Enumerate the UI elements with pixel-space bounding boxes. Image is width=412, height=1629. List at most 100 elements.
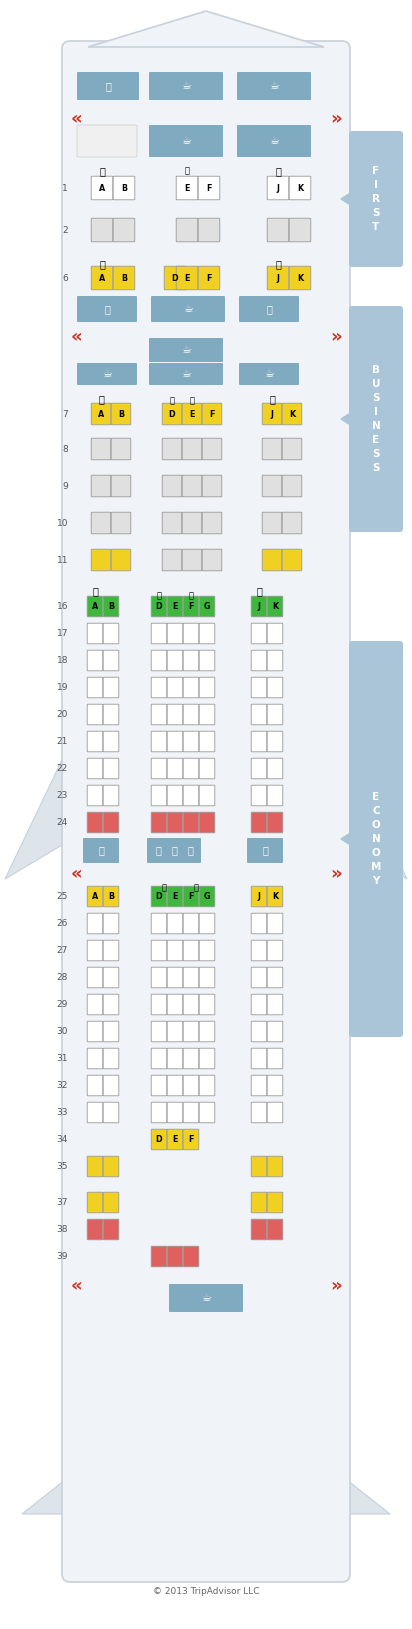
Polygon shape <box>22 1464 85 1513</box>
FancyBboxPatch shape <box>267 1021 283 1043</box>
FancyBboxPatch shape <box>103 1021 119 1043</box>
FancyBboxPatch shape <box>151 596 167 617</box>
FancyBboxPatch shape <box>167 1103 183 1122</box>
FancyBboxPatch shape <box>267 678 283 697</box>
FancyBboxPatch shape <box>91 476 111 497</box>
FancyBboxPatch shape <box>199 1103 215 1122</box>
FancyBboxPatch shape <box>113 176 135 200</box>
Text: F: F <box>188 1135 194 1144</box>
FancyBboxPatch shape <box>103 678 119 697</box>
Text: 🌙: 🌙 <box>99 259 105 269</box>
Text: J: J <box>276 184 279 192</box>
Text: J: J <box>276 274 279 282</box>
Text: «: « <box>70 111 82 129</box>
Text: ☕: ☕ <box>181 345 191 355</box>
FancyBboxPatch shape <box>167 940 183 961</box>
FancyBboxPatch shape <box>151 940 167 961</box>
FancyBboxPatch shape <box>183 704 199 725</box>
FancyBboxPatch shape <box>267 624 283 643</box>
Text: K: K <box>297 184 303 192</box>
Text: 20: 20 <box>56 710 68 718</box>
FancyBboxPatch shape <box>103 1047 119 1069</box>
Text: K: K <box>272 603 278 611</box>
FancyBboxPatch shape <box>289 266 311 290</box>
FancyBboxPatch shape <box>182 549 202 570</box>
FancyBboxPatch shape <box>179 837 201 863</box>
Text: 🌙: 🌙 <box>269 394 275 404</box>
FancyBboxPatch shape <box>202 549 222 570</box>
FancyBboxPatch shape <box>251 1192 267 1214</box>
FancyBboxPatch shape <box>251 813 267 832</box>
FancyBboxPatch shape <box>111 549 131 570</box>
Text: 11: 11 <box>56 555 68 565</box>
Text: 30: 30 <box>56 1026 68 1036</box>
FancyBboxPatch shape <box>103 1103 119 1122</box>
FancyBboxPatch shape <box>183 940 199 961</box>
FancyBboxPatch shape <box>202 438 222 459</box>
FancyBboxPatch shape <box>267 176 289 200</box>
FancyBboxPatch shape <box>103 1075 119 1096</box>
FancyBboxPatch shape <box>183 813 199 832</box>
FancyBboxPatch shape <box>151 1246 167 1267</box>
Text: E: E <box>184 184 190 192</box>
FancyBboxPatch shape <box>199 650 215 671</box>
Text: J: J <box>258 603 260 611</box>
Text: A: A <box>92 603 98 611</box>
FancyBboxPatch shape <box>113 266 135 290</box>
FancyBboxPatch shape <box>83 837 119 863</box>
Text: «: « <box>70 1277 82 1295</box>
Text: 33: 33 <box>56 1108 68 1117</box>
FancyBboxPatch shape <box>149 125 223 156</box>
FancyBboxPatch shape <box>267 1103 283 1122</box>
Text: F: F <box>206 184 212 192</box>
Text: 🌙: 🌙 <box>194 883 199 893</box>
Text: E: E <box>172 893 178 901</box>
FancyBboxPatch shape <box>169 1284 243 1311</box>
Text: B: B <box>108 893 114 901</box>
FancyBboxPatch shape <box>251 1157 267 1176</box>
Text: »: » <box>330 1277 342 1295</box>
FancyBboxPatch shape <box>289 176 311 200</box>
FancyBboxPatch shape <box>113 218 135 241</box>
Text: ☕: ☕ <box>264 370 274 380</box>
FancyBboxPatch shape <box>77 363 137 384</box>
FancyBboxPatch shape <box>267 704 283 725</box>
FancyBboxPatch shape <box>103 940 119 961</box>
FancyBboxPatch shape <box>267 731 283 753</box>
Text: 🚻: 🚻 <box>187 845 193 855</box>
Text: D: D <box>156 603 162 611</box>
FancyBboxPatch shape <box>251 596 267 617</box>
FancyBboxPatch shape <box>183 624 199 643</box>
Text: 🚻: 🚻 <box>104 305 110 314</box>
Text: 24: 24 <box>57 818 68 828</box>
FancyBboxPatch shape <box>251 785 267 806</box>
FancyBboxPatch shape <box>103 886 119 907</box>
FancyBboxPatch shape <box>262 476 282 497</box>
Text: 🌙: 🌙 <box>169 396 175 406</box>
FancyBboxPatch shape <box>183 1021 199 1043</box>
FancyBboxPatch shape <box>199 1047 215 1069</box>
Text: 19: 19 <box>56 683 68 692</box>
FancyBboxPatch shape <box>198 218 220 241</box>
FancyBboxPatch shape <box>199 785 215 806</box>
FancyBboxPatch shape <box>149 72 223 99</box>
FancyBboxPatch shape <box>87 596 103 617</box>
FancyBboxPatch shape <box>267 1218 283 1240</box>
FancyBboxPatch shape <box>182 512 202 534</box>
FancyBboxPatch shape <box>87 757 103 779</box>
Text: K: K <box>297 274 303 282</box>
FancyBboxPatch shape <box>77 296 137 323</box>
FancyBboxPatch shape <box>176 176 198 200</box>
FancyBboxPatch shape <box>267 596 283 617</box>
FancyBboxPatch shape <box>149 337 223 362</box>
FancyBboxPatch shape <box>183 1129 199 1150</box>
FancyBboxPatch shape <box>349 130 403 267</box>
FancyBboxPatch shape <box>151 757 167 779</box>
Polygon shape <box>88 11 324 47</box>
Polygon shape <box>340 740 407 880</box>
FancyBboxPatch shape <box>77 125 137 156</box>
Text: A: A <box>99 274 105 282</box>
FancyBboxPatch shape <box>182 438 202 459</box>
FancyBboxPatch shape <box>87 650 103 671</box>
FancyBboxPatch shape <box>87 624 103 643</box>
